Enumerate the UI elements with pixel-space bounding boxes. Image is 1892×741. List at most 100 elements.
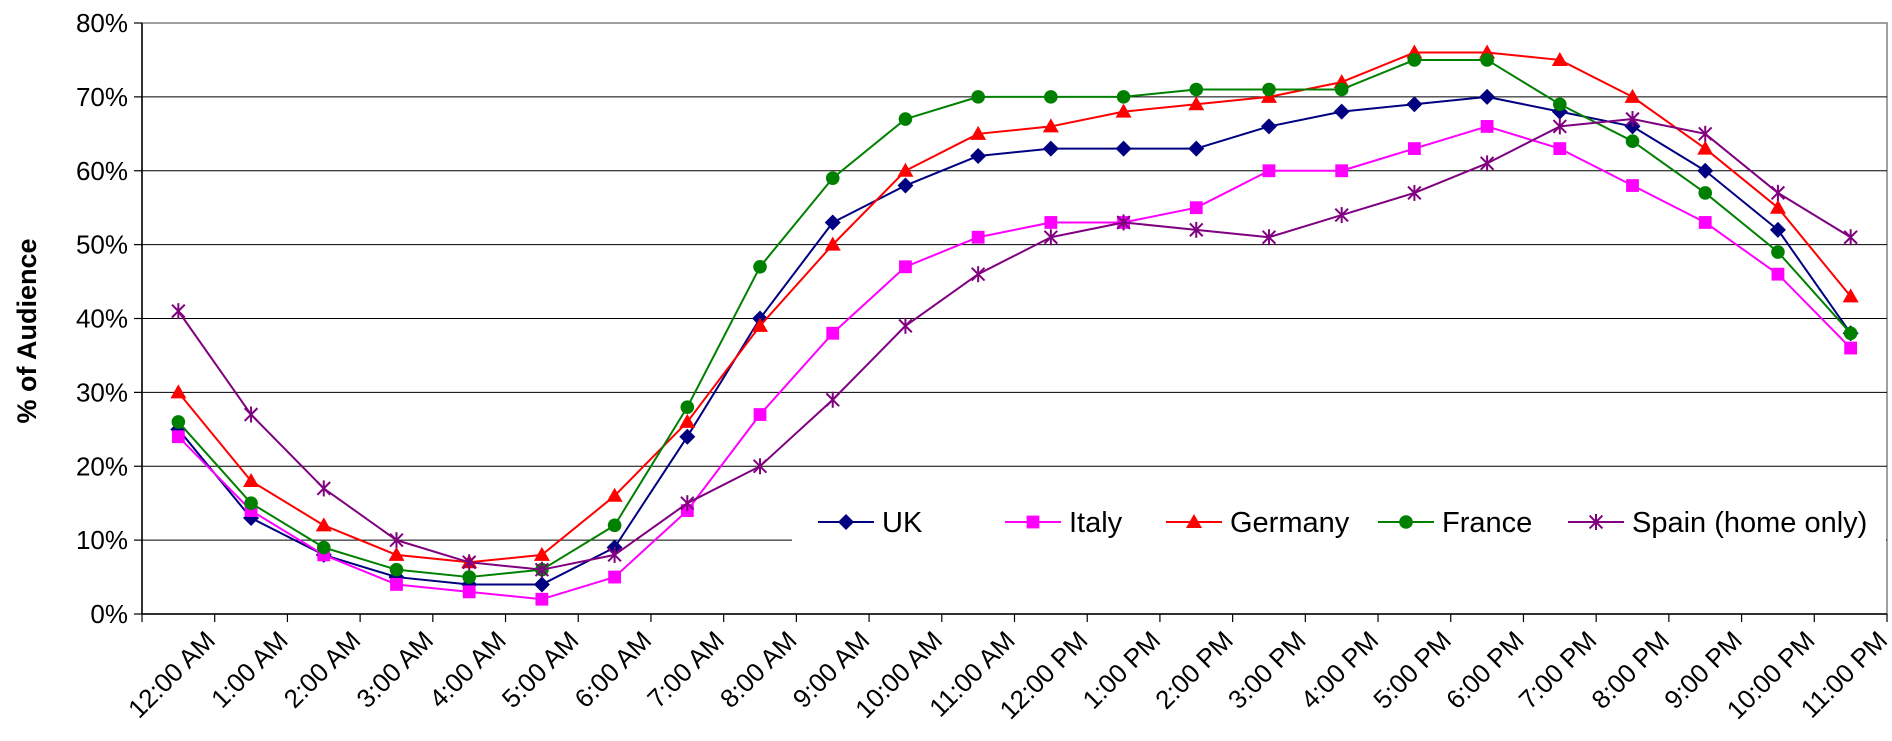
series-spain-home-only (171, 111, 1858, 578)
data-point (1042, 118, 1059, 133)
data-point (1116, 214, 1131, 231)
data-point (462, 570, 476, 584)
data-point (1625, 111, 1640, 128)
data-point (970, 147, 987, 164)
x-tick-label: 2:00 AM (278, 625, 367, 714)
data-point (607, 518, 622, 533)
legend-label: UK (882, 507, 923, 539)
data-point (1262, 164, 1276, 178)
data-point (244, 496, 258, 510)
data-point (898, 112, 913, 126)
data-point (1624, 88, 1641, 103)
data-point (1698, 125, 1713, 142)
data-point (1769, 221, 1786, 238)
data-point (533, 546, 550, 561)
x-tick-label: 5:00 PM (1367, 625, 1457, 715)
y-tick-label: 30% (76, 377, 128, 407)
legend-item[interactable]: Germany (1166, 507, 1350, 539)
data-point (390, 578, 403, 591)
series-line (177, 125, 1852, 601)
axes: 0% 10% 20% 30% 40% 50% 60% 70% 80% 12:00 AM1:00 A… (76, 8, 1892, 725)
x-tick-label: 7:00 PM (1513, 625, 1603, 715)
data-point (1189, 201, 1203, 215)
data-point (1334, 82, 1349, 97)
series-line (177, 118, 1852, 571)
data-point (838, 514, 854, 530)
data-point (1334, 207, 1349, 224)
data-point (606, 487, 623, 502)
data-point (315, 517, 332, 532)
data-point (1553, 97, 1567, 112)
data-point (680, 400, 695, 414)
legend-label: Italy (1069, 507, 1123, 539)
y-tick-label: 60% (76, 156, 128, 186)
legend-label: Germany (1230, 507, 1350, 539)
x-tick-label: 4:00 AM (423, 625, 512, 714)
y-tick-label: 50% (76, 230, 128, 260)
y-tick-label: 0% (90, 599, 128, 629)
data-point (1044, 90, 1058, 104)
x-tick-label: 12:00 AM (122, 625, 221, 724)
legend-item[interactable]: UK (818, 507, 923, 539)
data-point (899, 260, 912, 274)
legend[interactable]: UK Italy Germany France Spain (home only) (818, 507, 1867, 539)
data-point (680, 495, 695, 512)
data-point (825, 391, 840, 408)
x-tick-label: 5:00 AM (496, 625, 585, 714)
x-tick-label: 1:00 AM (205, 625, 294, 714)
data-point (243, 406, 259, 423)
data-point (1116, 90, 1131, 104)
data-point (1480, 120, 1494, 133)
y-tick-label: 70% (76, 82, 128, 112)
data-point (1843, 326, 1858, 341)
y-tick-label: 40% (76, 304, 128, 334)
data-point (897, 162, 914, 177)
series-line (177, 95, 1852, 586)
data-point (1697, 140, 1714, 155)
data-point (389, 562, 404, 577)
y-tick-label: 20% (76, 451, 128, 481)
x-tick-label: 1:00 PM (1076, 625, 1166, 715)
data-point (1771, 267, 1785, 281)
data-point (1769, 199, 1786, 214)
legend-item[interactable]: France (1378, 507, 1532, 539)
data-point (825, 171, 840, 185)
data-point (1588, 514, 1604, 530)
data-point (1479, 155, 1495, 172)
data-point (462, 554, 477, 571)
data-point (1406, 96, 1423, 113)
data-point (1552, 118, 1567, 135)
data-point (1625, 134, 1640, 148)
x-tick-label: 3:00 AM (350, 625, 439, 714)
x-tick-label: 4:00 PM (1295, 625, 1385, 715)
series-germany (170, 44, 1859, 569)
data-point (1407, 142, 1421, 155)
legend-label: Spain (home only) (1632, 507, 1867, 539)
legend-item[interactable]: Spain (home only) (1568, 507, 1867, 539)
data-point (1043, 229, 1058, 246)
data-point (753, 408, 767, 421)
data-point (897, 177, 914, 194)
data-point (171, 430, 185, 444)
x-tick-label: 2:00 PM (1149, 625, 1239, 715)
legend-item[interactable]: Italy (1005, 507, 1123, 539)
data-point (1189, 82, 1204, 97)
data-point (608, 570, 622, 584)
data-point (1553, 142, 1567, 155)
data-point (1261, 229, 1277, 246)
x-tick-label: 6:00 AM (569, 625, 658, 714)
series-france (171, 53, 1858, 584)
x-tick-label: 3:00 PM (1222, 625, 1312, 715)
data-point (1697, 162, 1714, 179)
data-point (971, 90, 985, 104)
series-lines (170, 44, 1859, 606)
data-point (679, 428, 696, 445)
data-point (1262, 82, 1276, 97)
data-point (1115, 103, 1132, 118)
x-tick-label: 8:00 AM (714, 625, 803, 714)
x-tick-label: 7:00 AM (641, 625, 730, 714)
data-point (534, 561, 550, 578)
data-point (679, 413, 696, 428)
data-point (1260, 118, 1277, 135)
data-point (1188, 140, 1205, 157)
